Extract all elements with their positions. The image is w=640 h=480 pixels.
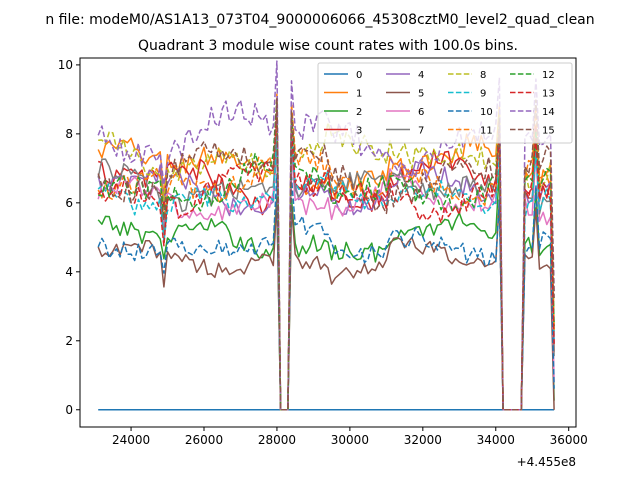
legend-frame bbox=[317, 62, 573, 144]
series-line-7 bbox=[97, 128, 555, 411]
x-tick-label: 36000 bbox=[550, 433, 588, 447]
series-line-11 bbox=[97, 93, 555, 411]
x-tick-label: 26000 bbox=[185, 433, 223, 447]
legend-label-6: 6 bbox=[418, 107, 424, 118]
legend-label-12: 12 bbox=[542, 70, 555, 81]
x-tick-label: 30000 bbox=[331, 433, 369, 447]
x-tick-label: 28000 bbox=[258, 433, 296, 447]
y-tick-label: 8 bbox=[65, 127, 73, 141]
legend-label-1: 1 bbox=[356, 89, 362, 100]
y-tick-label: 6 bbox=[65, 196, 73, 210]
series-line-12 bbox=[97, 98, 555, 411]
legend-label-2: 2 bbox=[356, 107, 362, 118]
legend-label-13: 13 bbox=[542, 89, 555, 100]
series-line-2 bbox=[97, 168, 555, 411]
x-offset-text: +4.455e8 bbox=[517, 455, 576, 469]
y-tick-label: 4 bbox=[65, 265, 73, 279]
series-line-15 bbox=[97, 98, 555, 411]
legend-label-4: 4 bbox=[418, 70, 424, 81]
legend-label-7: 7 bbox=[418, 126, 424, 137]
legend-label-8: 8 bbox=[480, 70, 486, 81]
x-tick-label: 24000 bbox=[112, 433, 150, 447]
series-line-13 bbox=[97, 111, 555, 411]
axes-frame bbox=[79, 57, 577, 428]
legend-label-3: 3 bbox=[356, 126, 362, 137]
x-tick-label: 34000 bbox=[477, 433, 515, 447]
series-line-10 bbox=[97, 173, 555, 411]
y-tick-label: 2 bbox=[65, 334, 73, 348]
legend-label-0: 0 bbox=[356, 70, 362, 81]
legend-label-15: 15 bbox=[542, 126, 555, 137]
legend-label-9: 9 bbox=[480, 89, 486, 100]
y-tick-label: 0 bbox=[65, 403, 73, 417]
series-line-5 bbox=[97, 199, 555, 411]
suptitle: n file: modeM0/AS1A13_073T04_9000006066_… bbox=[45, 12, 594, 28]
y-tick-label: 10 bbox=[58, 58, 73, 72]
x-tick-label: 32000 bbox=[404, 433, 442, 447]
y-axis: 0 2 4 6 8 10 bbox=[58, 58, 80, 417]
legend-label-14: 14 bbox=[542, 107, 555, 118]
chart-title: Quadrant 3 module wise count rates with … bbox=[138, 38, 518, 54]
x-axis: 24000 26000 28000 30000 32000 34000 36000 bbox=[112, 427, 588, 447]
legend-label-11: 11 bbox=[480, 126, 493, 137]
legend-label-5: 5 bbox=[418, 89, 424, 100]
legend-label-10: 10 bbox=[480, 107, 493, 118]
